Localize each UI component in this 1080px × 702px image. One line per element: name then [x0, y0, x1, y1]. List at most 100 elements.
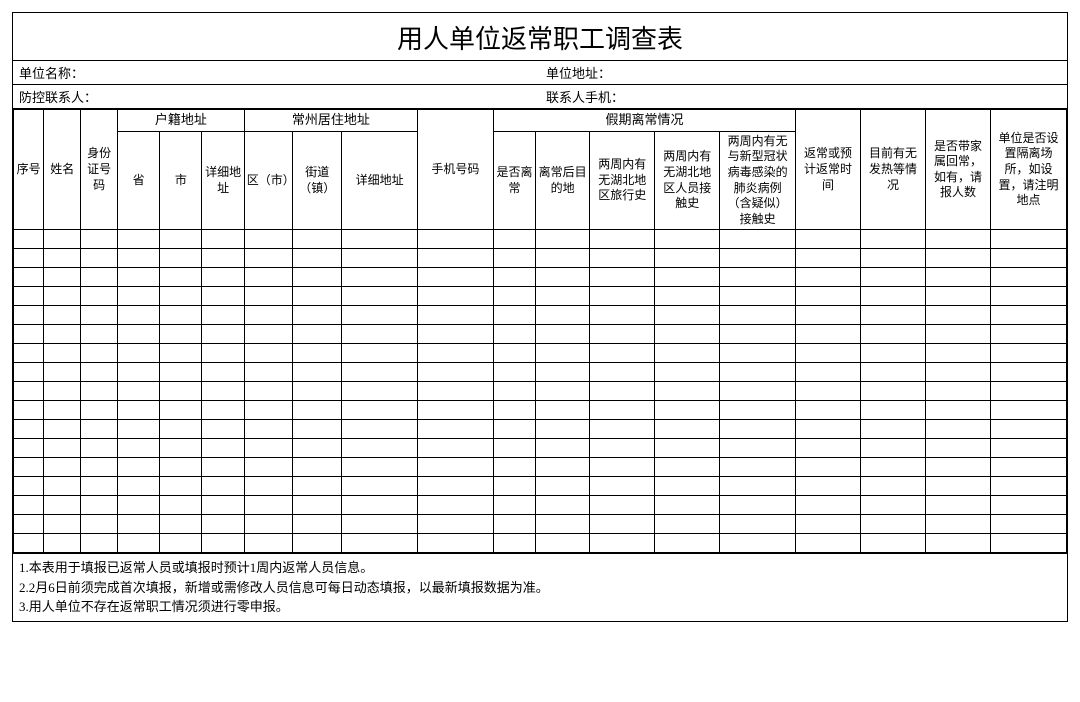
table-cell[interactable] [81, 306, 118, 325]
table-cell[interactable] [720, 230, 796, 249]
table-cell[interactable] [81, 230, 118, 249]
table-cell[interactable] [493, 420, 535, 439]
table-cell[interactable] [14, 420, 44, 439]
table-cell[interactable] [293, 439, 342, 458]
table-cell[interactable] [117, 268, 159, 287]
table-cell[interactable] [44, 496, 81, 515]
table-cell[interactable] [796, 230, 861, 249]
table-cell[interactable] [418, 439, 494, 458]
table-cell[interactable] [590, 249, 655, 268]
table-cell[interactable] [160, 401, 202, 420]
table-cell[interactable] [991, 477, 1067, 496]
table-cell[interactable] [861, 325, 926, 344]
table-cell[interactable] [202, 344, 244, 363]
table-cell[interactable] [655, 534, 720, 553]
table-cell[interactable] [926, 249, 991, 268]
table-cell[interactable] [991, 344, 1067, 363]
table-cell[interactable] [342, 496, 418, 515]
table-cell[interactable] [926, 458, 991, 477]
table-cell[interactable] [293, 458, 342, 477]
table-cell[interactable] [202, 477, 244, 496]
table-cell[interactable] [493, 306, 535, 325]
table-cell[interactable] [293, 287, 342, 306]
table-cell[interactable] [861, 287, 926, 306]
table-cell[interactable] [655, 439, 720, 458]
table-cell[interactable] [202, 458, 244, 477]
table-cell[interactable] [861, 439, 926, 458]
table-cell[interactable] [81, 287, 118, 306]
table-cell[interactable] [342, 477, 418, 496]
table-cell[interactable] [418, 325, 494, 344]
table-cell[interactable] [293, 325, 342, 344]
table-cell[interactable] [342, 363, 418, 382]
table-cell[interactable] [536, 458, 590, 477]
table-cell[interactable] [14, 344, 44, 363]
table-cell[interactable] [244, 515, 293, 534]
table-cell[interactable] [81, 401, 118, 420]
table-cell[interactable] [342, 344, 418, 363]
table-cell[interactable] [160, 515, 202, 534]
table-cell[interactable] [796, 382, 861, 401]
table-cell[interactable] [202, 287, 244, 306]
table-cell[interactable] [590, 477, 655, 496]
table-cell[interactable] [655, 382, 720, 401]
table-cell[interactable] [655, 268, 720, 287]
table-cell[interactable] [117, 458, 159, 477]
table-cell[interactable] [202, 306, 244, 325]
table-cell[interactable] [796, 268, 861, 287]
table-cell[interactable] [342, 420, 418, 439]
table-cell[interactable] [117, 249, 159, 268]
table-cell[interactable] [244, 268, 293, 287]
table-cell[interactable] [536, 382, 590, 401]
table-cell[interactable] [536, 306, 590, 325]
table-cell[interactable] [418, 230, 494, 249]
table-cell[interactable] [14, 496, 44, 515]
table-cell[interactable] [244, 420, 293, 439]
table-cell[interactable] [796, 325, 861, 344]
table-cell[interactable] [293, 382, 342, 401]
table-cell[interactable] [536, 496, 590, 515]
table-cell[interactable] [590, 268, 655, 287]
table-cell[interactable] [991, 268, 1067, 287]
table-cell[interactable] [720, 458, 796, 477]
table-cell[interactable] [160, 382, 202, 401]
table-cell[interactable] [44, 401, 81, 420]
table-cell[interactable] [590, 363, 655, 382]
table-cell[interactable] [244, 496, 293, 515]
table-cell[interactable] [44, 325, 81, 344]
table-cell[interactable] [991, 230, 1067, 249]
table-cell[interactable] [202, 230, 244, 249]
table-cell[interactable] [590, 534, 655, 553]
table-cell[interactable] [44, 477, 81, 496]
table-cell[interactable] [493, 287, 535, 306]
table-cell[interactable] [160, 249, 202, 268]
table-cell[interactable] [202, 515, 244, 534]
table-cell[interactable] [991, 439, 1067, 458]
table-cell[interactable] [342, 534, 418, 553]
table-cell[interactable] [117, 477, 159, 496]
table-cell[interactable] [202, 249, 244, 268]
table-cell[interactable] [202, 534, 244, 553]
table-cell[interactable] [418, 268, 494, 287]
table-cell[interactable] [655, 401, 720, 420]
table-cell[interactable] [160, 477, 202, 496]
table-cell[interactable] [926, 382, 991, 401]
table-cell[interactable] [418, 515, 494, 534]
table-cell[interactable] [720, 515, 796, 534]
table-cell[interactable] [202, 401, 244, 420]
table-cell[interactable] [991, 515, 1067, 534]
table-cell[interactable] [720, 268, 796, 287]
table-cell[interactable] [14, 477, 44, 496]
table-cell[interactable] [81, 363, 118, 382]
table-cell[interactable] [720, 439, 796, 458]
table-cell[interactable] [14, 439, 44, 458]
table-cell[interactable] [117, 515, 159, 534]
table-cell[interactable] [493, 249, 535, 268]
table-cell[interactable] [720, 534, 796, 553]
table-cell[interactable] [991, 420, 1067, 439]
table-cell[interactable] [117, 382, 159, 401]
table-cell[interactable] [418, 477, 494, 496]
table-cell[interactable] [720, 420, 796, 439]
table-cell[interactable] [796, 420, 861, 439]
table-cell[interactable] [720, 287, 796, 306]
